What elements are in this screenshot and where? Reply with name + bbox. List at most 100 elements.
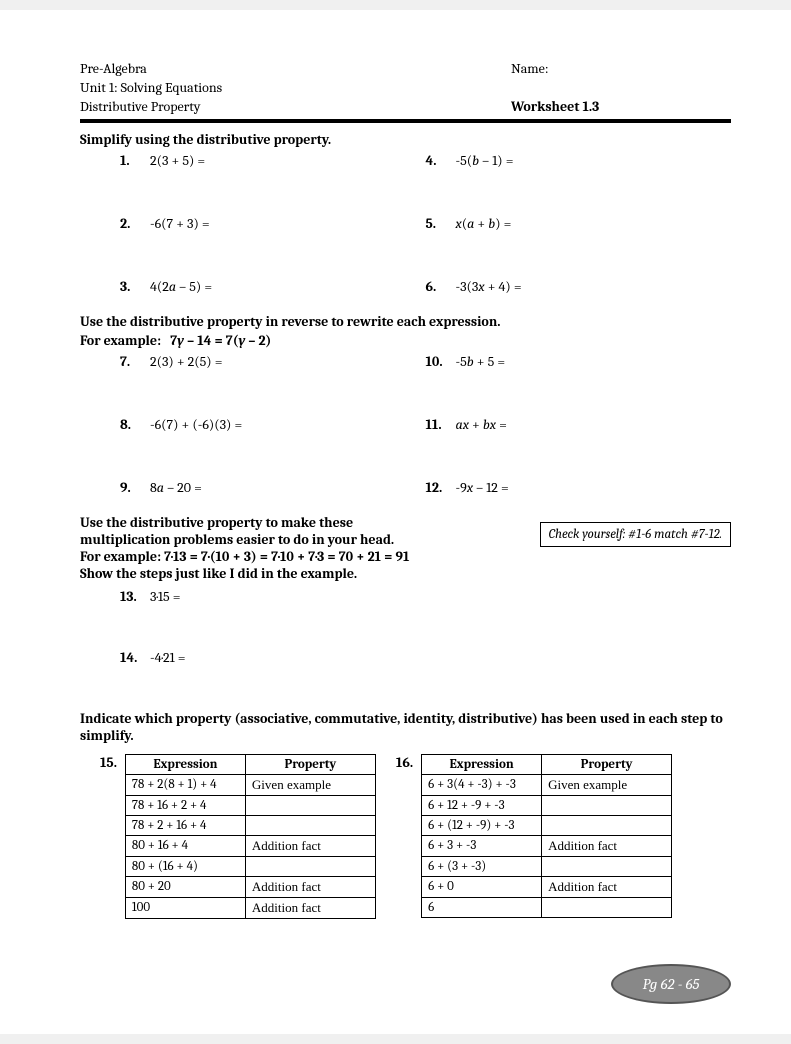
table-row: 6 + 3(4 + -3) + -3Given example (422, 774, 672, 795)
header-property: Property (245, 754, 375, 774)
problem-text: 2(3 + 5) = (150, 152, 205, 169)
problem-number: 9. (120, 479, 144, 496)
cell-expr: 6 + 3(4 + -3) + -3 (422, 774, 542, 795)
problem-number: 1. (120, 152, 144, 169)
cell-prop (245, 795, 375, 815)
topic-title: Distributive Property (80, 98, 222, 117)
problem-text: 8a – 20 = (150, 479, 202, 496)
cell-prop: Given example (245, 774, 375, 795)
cell-expr: 78 + 2(8 + 1) + 4 (125, 774, 245, 795)
cell-prop: Addition fact (245, 876, 375, 897)
problem-text: -5(b – 1) = (456, 152, 514, 169)
cell-expr: 6 + (3 + -3) (422, 856, 542, 876)
section3-line3: Show the steps just like I did in the ex… (80, 565, 731, 582)
problem-text: 4(2a – 5) = (150, 278, 212, 295)
worksheet-number: Worksheet 1.3 (511, 98, 731, 117)
cell-prop (542, 897, 672, 917)
problem-10: 10. -5b + 5 = (426, 353, 732, 370)
cell-expr: 80 + 16 + 4 (125, 835, 245, 856)
problem-2: 2.-6(7 + 3) = (120, 215, 426, 232)
cell-expr: 6 + (12 + -9) + -3 (422, 815, 542, 835)
problem-6: 6. -3(3x + 4) = (426, 278, 732, 295)
cell-expr: 80 + 20 (125, 876, 245, 897)
worksheet-page: Pre-Algebra Unit 1: Solving Equations Di… (0, 10, 791, 1034)
problem-number: 3. (120, 278, 144, 295)
check-yourself-box: Check yourself: #1-6 match #7-12. (540, 522, 731, 547)
problem-1: 1. 2(3 + 5) = (120, 152, 426, 169)
section4: Indicate which property (associative, co… (80, 710, 731, 919)
cell-prop (245, 815, 375, 835)
problem-text: x(a + b) = (456, 215, 512, 232)
problem-number: 6. (426, 278, 450, 295)
cell-expr: 78 + 2 + 16 + 4 (125, 815, 245, 835)
problem-number: 7. (120, 353, 144, 370)
problem-text: -6(7) + (-6)(3) = (150, 416, 242, 433)
problem-8: 8. -6(7) + (-6)(3) = (120, 416, 426, 433)
table-header-row: Expression Property (125, 754, 375, 774)
table-row: 6 + (12 + -9) + -3 (422, 815, 672, 835)
table-16-wrap: 16. Expression Property 6 + 3(4 + -3) + … (396, 754, 672, 919)
cell-prop: Given example (542, 774, 672, 795)
cell-prop: Addition fact (542, 876, 672, 897)
table-row: 6 + 12 + -9 + -3 (422, 795, 672, 815)
section4-title: Indicate which property (associative, co… (80, 710, 731, 744)
cell-prop (542, 815, 672, 835)
problem-number: 10. (426, 353, 450, 370)
table-16-num: 16. (396, 754, 413, 771)
table-row: 80 + 16 + 4Addition fact (125, 835, 375, 856)
header: Pre-Algebra Unit 1: Solving Equations Di… (80, 60, 731, 117)
problem-number: 11. (426, 416, 450, 433)
problem-text: -5b + 5 = (456, 353, 506, 370)
problem-14: 14.-4·21 = (120, 649, 731, 666)
section2-problems: 7. 2(3) + 2(5) = 10. -5b + 5 = 8. -6(7) + (… (120, 353, 731, 496)
problem-text: -4·21 = (150, 649, 186, 666)
cell-expr: 80 + (16 + 4) (125, 856, 245, 876)
tables-row: 15. Expression Property 78 + 2(8 + 1) + … (100, 754, 731, 919)
cell-prop (245, 856, 375, 876)
cell-expr: 100 (125, 897, 245, 918)
table-15: Expression Property 78 + 2(8 + 1) + 4Giv… (125, 754, 376, 919)
problem-number: 12. (426, 479, 450, 496)
problem-12: 12. -9x – 12 = (426, 479, 732, 496)
page-number-badge: Pg 62 - 65 (611, 964, 731, 1004)
name-label: Name: (511, 60, 731, 79)
problem-text: 2(3) + 2(5) = (150, 353, 222, 370)
problem-text: -3(3x + 4) = (456, 278, 522, 295)
problem-7: 7. 2(3) + 2(5) = (120, 353, 426, 370)
problem-number: 8. (120, 416, 144, 433)
cell-expr: 6 + 0 (422, 876, 542, 897)
header-expression: Expression (125, 754, 245, 774)
cell-expr: 6 + 3 + -3 (422, 835, 542, 856)
problem-11: 11. ax + bx = (426, 416, 732, 433)
header-expression: Expression (422, 754, 542, 774)
problem-text: -9x – 12 = (456, 479, 509, 496)
problem-13: 13. 3·15 = (120, 588, 731, 605)
cell-prop: Addition fact (542, 835, 672, 856)
problem-number: 13. (120, 588, 144, 605)
cell-expr: 6 (422, 897, 542, 917)
table-row: 6 (422, 897, 672, 917)
table-header-row: Expression Property (422, 754, 672, 774)
table-row: 6 + 3 + -3Addition fact (422, 835, 672, 856)
problem-text: 3·15 = (150, 588, 181, 605)
section2-example: For example: 7y – 14 = 7(y – 2) (80, 332, 731, 349)
section1-title: Simplify using the distributive property… (80, 131, 731, 148)
problem-number: 2. (120, 215, 144, 232)
blank-line (511, 79, 731, 98)
cell-prop (542, 856, 672, 876)
table-16: Expression Property 6 + 3(4 + -3) + -3Gi… (421, 754, 672, 918)
header-left: Pre-Algebra Unit 1: Solving Equations Di… (80, 60, 222, 117)
table-row: 78 + 16 + 2 + 4 (125, 795, 375, 815)
cell-prop (542, 795, 672, 815)
problem-text: ax + bx = (456, 416, 507, 433)
problem-5: 5.x(a + b) = (426, 215, 732, 232)
section3-problems: 13. 3·15 = 14.-4·21 = (120, 588, 731, 666)
header-right: Name: Worksheet 1.3 (511, 60, 731, 117)
table-row: 6 + 0Addition fact (422, 876, 672, 897)
table-row: 6 + (3 + -3) (422, 856, 672, 876)
problem-3: 3. 4(2a – 5) = (120, 278, 426, 295)
unit-title: Unit 1: Solving Equations (80, 79, 222, 98)
course-title: Pre-Algebra (80, 60, 222, 79)
table-15-num: 15. (100, 754, 117, 771)
table-row: 78 + 2 + 16 + 4 (125, 815, 375, 835)
